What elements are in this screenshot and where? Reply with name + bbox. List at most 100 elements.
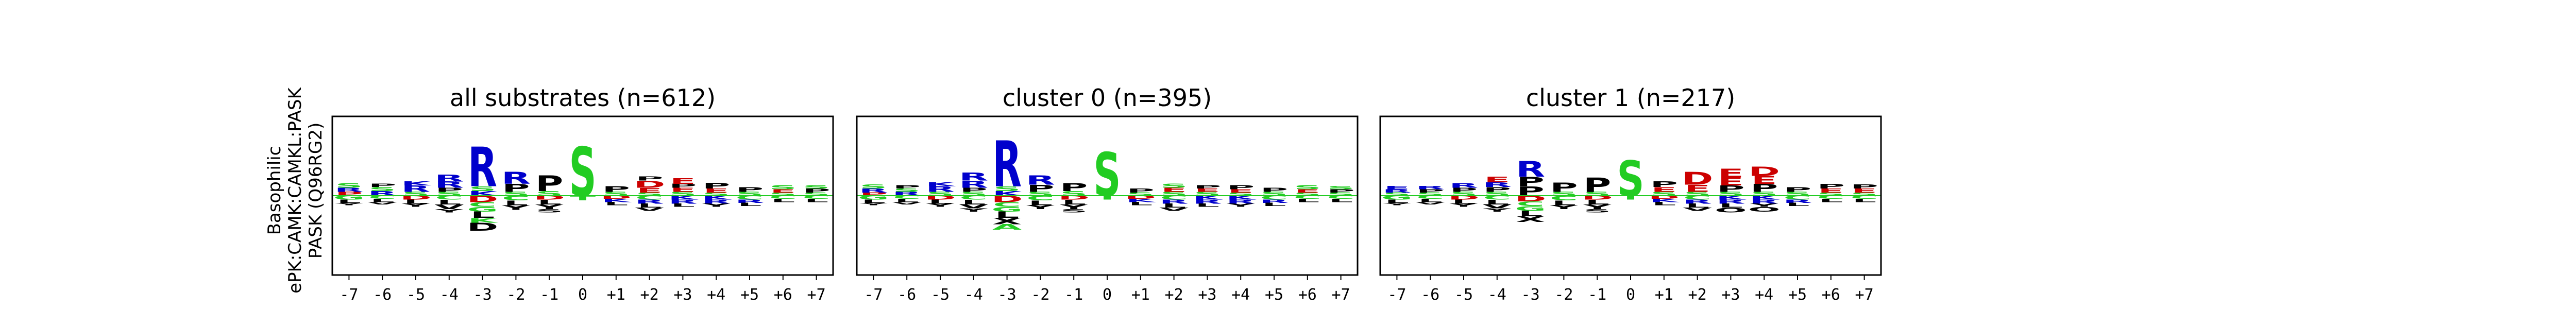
- logo-letter: L: [737, 202, 761, 207]
- logo-letter: X: [1516, 215, 1545, 224]
- x-tick-label: -2: [1554, 286, 1573, 304]
- logo-letter: Y: [1483, 208, 1512, 213]
- logo-letter: L: [1329, 198, 1353, 203]
- logo-letter: C: [769, 195, 797, 200]
- logo-letter: S: [893, 188, 921, 193]
- logo-letter: L: [928, 199, 952, 205]
- logo-letter: L: [1518, 209, 1543, 218]
- logo-letter: L: [1385, 199, 1409, 204]
- logo-letter: L: [671, 203, 695, 208]
- logo-letter: L: [1652, 201, 1676, 207]
- logo-letter: Y: [334, 202, 363, 206]
- logo-letter: K: [702, 195, 733, 201]
- x-tick-label: +4: [1755, 286, 1773, 304]
- logo-letter: S: [1383, 192, 1411, 197]
- x-tick-label: -2: [506, 286, 525, 304]
- logo-letter: L: [961, 198, 986, 206]
- logo-letter: L: [1128, 201, 1153, 207]
- logo-letter: Y: [959, 208, 988, 213]
- logo-letter: R: [1750, 199, 1779, 205]
- logo-letter: C: [1160, 195, 1188, 201]
- logo-letter: P: [1127, 187, 1155, 194]
- x-tick-label: -6: [897, 286, 916, 304]
- logo-letter: P: [1260, 187, 1288, 193]
- logo-letter: C: [736, 195, 764, 201]
- logo-letter: S: [1327, 192, 1354, 197]
- logo-letter: P: [502, 182, 530, 194]
- logo-letter: P: [1416, 188, 1444, 194]
- x-tick-label: -2: [1031, 286, 1049, 304]
- logo-letter: R: [702, 199, 731, 205]
- logo-letter: L: [1685, 202, 1709, 209]
- logo-letter: R: [501, 169, 531, 188]
- logo-letter: D: [1648, 195, 1680, 200]
- x-tick-label: +7: [807, 286, 826, 304]
- logo-letter: D: [1058, 195, 1090, 201]
- logo-letter: C: [1327, 195, 1355, 200]
- logo-letter: Y: [1750, 203, 1778, 208]
- x-tick-label: -7: [340, 286, 358, 304]
- logo-letter: P: [1193, 184, 1221, 190]
- logo-letter: D: [1582, 195, 1613, 201]
- logo-letter: L: [861, 199, 886, 204]
- logo-letter: C: [1260, 195, 1288, 201]
- logo-letter: P: [669, 183, 697, 189]
- logo-letter: L: [1418, 198, 1443, 203]
- logo-letter: S: [1584, 209, 1611, 214]
- logo-letter: P: [368, 183, 396, 188]
- logo-letter: Y: [1026, 204, 1055, 211]
- logo-letter: P: [1450, 187, 1478, 193]
- logo-letter: R: [1026, 173, 1055, 187]
- logo-letter: L: [1852, 198, 1876, 203]
- logo-letter: E: [670, 177, 696, 185]
- logo-letter: C: [993, 201, 1021, 209]
- logo-letter: V: [635, 207, 665, 212]
- logo-letter: P: [1750, 182, 1778, 194]
- logo-letter: D: [991, 194, 1023, 204]
- logo-letter: S: [1327, 185, 1354, 191]
- logo-letter: D: [467, 220, 498, 233]
- logo-letter: K: [668, 195, 699, 201]
- x-tick-label: +4: [1231, 286, 1250, 304]
- logo-letter: V: [1482, 203, 1512, 210]
- logo-letter: L: [1162, 202, 1186, 209]
- logo-letter: E: [770, 188, 796, 194]
- logo-letter: R: [468, 136, 497, 199]
- logo-letter: P: [893, 184, 921, 190]
- logo-letter: S: [803, 192, 830, 197]
- logo-letter: S: [469, 185, 496, 193]
- logo-letter: D: [534, 195, 565, 201]
- x-tick-label: -1: [540, 286, 558, 304]
- logo-letter: D: [924, 195, 956, 201]
- logo-letter: E: [1751, 174, 1777, 186]
- logo-letter: P: [702, 182, 730, 191]
- logo-letter: V: [959, 203, 988, 210]
- logo-letter: L: [995, 210, 1019, 220]
- logo-letter: Y: [501, 204, 530, 212]
- x-tick-label: 0: [1103, 286, 1112, 304]
- logo-letter: E: [1818, 187, 1844, 194]
- logo-letter: L: [604, 201, 628, 207]
- logo-letter: V: [368, 201, 398, 205]
- logo-letter: C: [1026, 195, 1054, 202]
- logo-letter: E: [1718, 166, 1743, 180]
- logo-letter: K: [401, 180, 432, 186]
- logo-letter: S: [1060, 209, 1088, 214]
- logo-letter: R: [401, 184, 431, 194]
- logo-letter: L: [1485, 198, 1509, 206]
- logo-letter: S: [1294, 184, 1321, 191]
- logo-letter: T: [1618, 195, 1643, 201]
- logo-letter: G: [991, 205, 1023, 213]
- logo-letter: R: [1482, 181, 1512, 189]
- logo-letter: D: [1125, 195, 1156, 200]
- logo-letter: R: [434, 173, 464, 184]
- logo-letter: P: [1650, 180, 1678, 188]
- row-label-line-3: PASK (Q96RG2): [306, 123, 326, 259]
- logo-letter: L: [1262, 202, 1286, 207]
- logo-letter: C: [469, 201, 497, 209]
- x-tick-label: -4: [964, 286, 983, 304]
- logo-letter: P: [736, 186, 764, 194]
- logo-letter: R: [1516, 157, 1545, 182]
